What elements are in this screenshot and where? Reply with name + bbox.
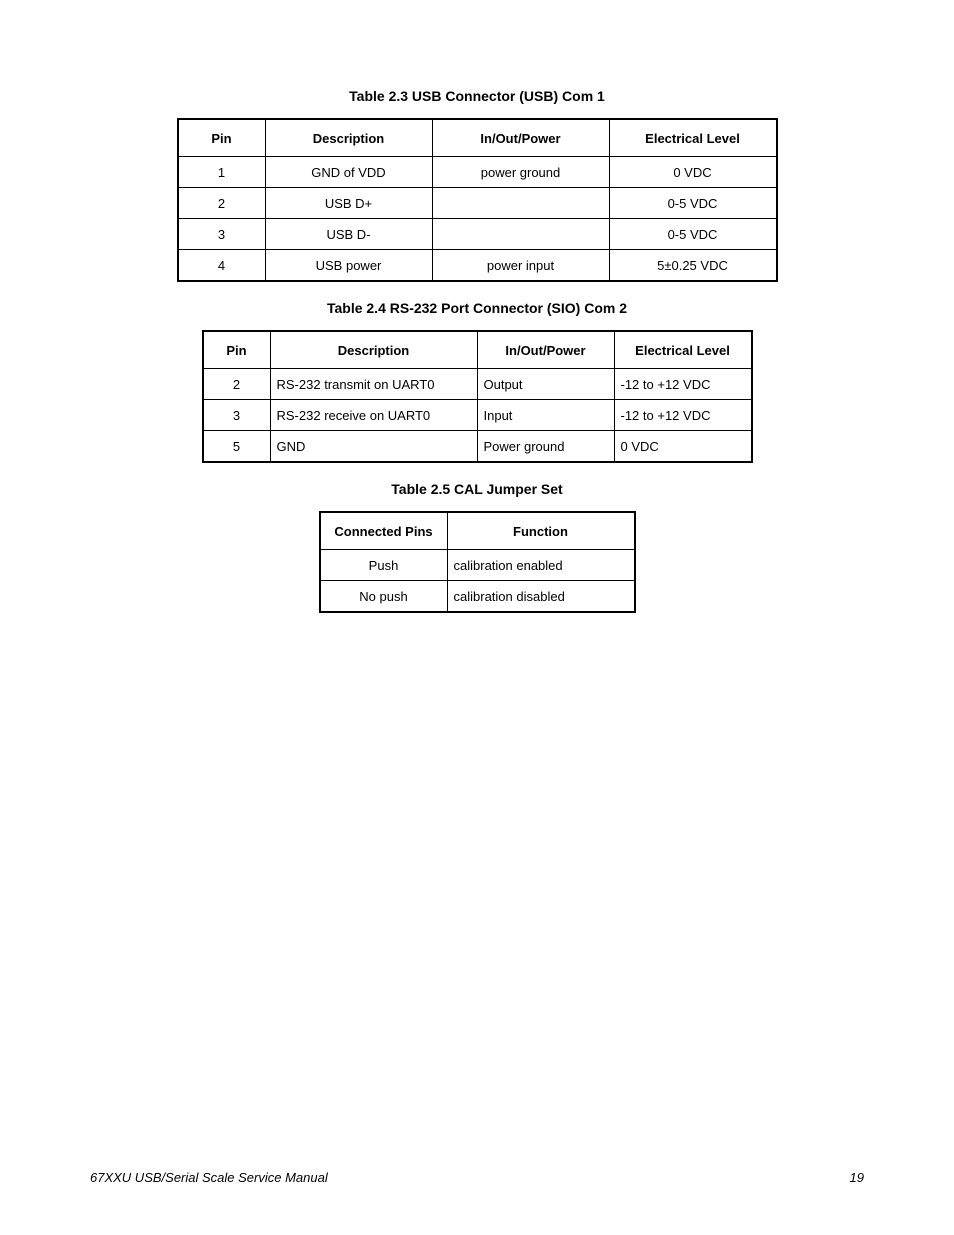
cell-pin: 5	[203, 431, 271, 463]
cell-level: 0 VDC	[614, 431, 752, 463]
cell-func: calibration enabled	[447, 550, 635, 581]
cell-level: 0-5 VDC	[609, 219, 777, 250]
table-header-level: Electrical Level	[614, 331, 752, 369]
footer-title: 67XXU USB/Serial Scale Service Manual	[90, 1170, 328, 1185]
cell-pin: 3	[178, 219, 266, 250]
cell-io	[432, 188, 609, 219]
cell-pin: 3	[203, 400, 271, 431]
cell-desc: USB D-	[265, 219, 432, 250]
table-2-4-caption: Table 2.4 RS-232 Port Connector (SIO) Co…	[90, 300, 864, 316]
table-row: No push calibration disabled	[320, 581, 635, 613]
cell-desc: USB D+	[265, 188, 432, 219]
cell-pin: 2	[178, 188, 266, 219]
cell-level: 5±0.25 VDC	[609, 250, 777, 282]
cell-io: Power ground	[477, 431, 614, 463]
table-header-pin: Pin	[203, 331, 271, 369]
cell-desc: RS-232 receive on UART0	[270, 400, 477, 431]
cell-desc: GND	[270, 431, 477, 463]
cell-level: -12 to +12 VDC	[614, 369, 752, 400]
cell-pin: 2	[203, 369, 271, 400]
cell-pins: No push	[320, 581, 448, 613]
table-header-description: Description	[265, 119, 432, 157]
table-row: 4 USB power power input 5±0.25 VDC	[178, 250, 777, 282]
cell-level: 0 VDC	[609, 157, 777, 188]
table-2-3: Pin Description In/Out/Power Electrical …	[177, 118, 778, 282]
table-row: Connected Pins Function	[320, 512, 635, 550]
table-row: Pin Description In/Out/Power Electrical …	[203, 331, 752, 369]
table-row: 1 GND of VDD power ground 0 VDC	[178, 157, 777, 188]
page-footer: 67XXU USB/Serial Scale Service Manual 19	[90, 1170, 864, 1185]
table-header-inout: In/Out/Power	[432, 119, 609, 157]
cell-desc: GND of VDD	[265, 157, 432, 188]
table-row: Pin Description In/Out/Power Electrical …	[178, 119, 777, 157]
table-2-4: Pin Description In/Out/Power Electrical …	[202, 330, 753, 463]
table-2-5: Connected Pins Function Push calibration…	[319, 511, 636, 613]
table-row: 3 RS-232 receive on UART0 Input -12 to +…	[203, 400, 752, 431]
cell-io: power ground	[432, 157, 609, 188]
table-header-pin: Pin	[178, 119, 266, 157]
table-header-description: Description	[270, 331, 477, 369]
table-header-inout: In/Out/Power	[477, 331, 614, 369]
table-2-3-caption: Table 2.3 USB Connector (USB) Com 1	[90, 88, 864, 104]
cell-io: Input	[477, 400, 614, 431]
cell-level: 0-5 VDC	[609, 188, 777, 219]
cell-io	[432, 219, 609, 250]
cell-io: Output	[477, 369, 614, 400]
cell-func: calibration disabled	[447, 581, 635, 613]
cell-pin: 4	[178, 250, 266, 282]
cell-level: -12 to +12 VDC	[614, 400, 752, 431]
table-row: Push calibration enabled	[320, 550, 635, 581]
table-2-5-caption: Table 2.5 CAL Jumper Set	[90, 481, 864, 497]
table-header-level: Electrical Level	[609, 119, 777, 157]
cell-io: power input	[432, 250, 609, 282]
table-row: 5 GND Power ground 0 VDC	[203, 431, 752, 463]
footer-page-number: 19	[850, 1170, 864, 1185]
table-header-pins: Connected Pins	[320, 512, 448, 550]
table-row: 3 USB D- 0-5 VDC	[178, 219, 777, 250]
table-row: 2 USB D+ 0-5 VDC	[178, 188, 777, 219]
cell-desc: RS-232 transmit on UART0	[270, 369, 477, 400]
table-header-function: Function	[447, 512, 635, 550]
cell-pins: Push	[320, 550, 448, 581]
page-content: Table 2.3 USB Connector (USB) Com 1 Pin …	[0, 0, 954, 613]
table-row: 2 RS-232 transmit on UART0 Output -12 to…	[203, 369, 752, 400]
cell-pin: 1	[178, 157, 266, 188]
cell-desc: USB power	[265, 250, 432, 282]
